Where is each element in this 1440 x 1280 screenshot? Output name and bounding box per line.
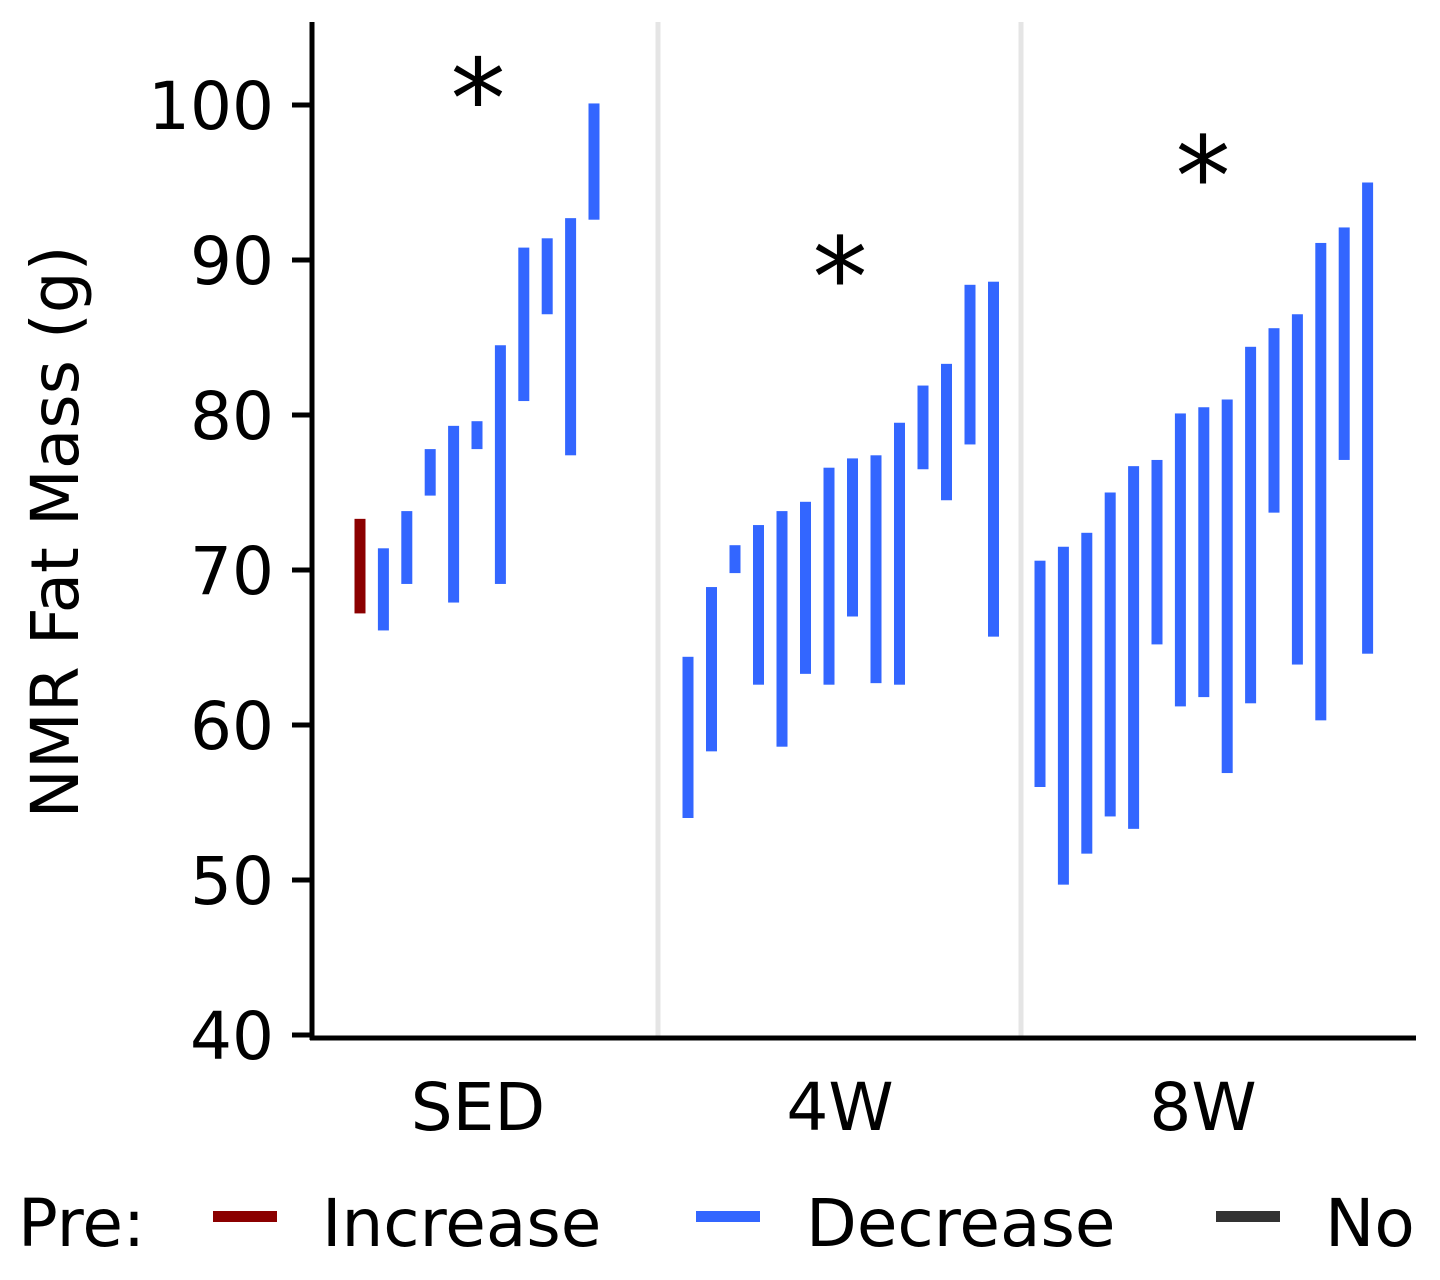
range-bar-4w-14 [988, 281, 999, 637]
y-tick-label: 90 [190, 223, 274, 300]
range-bar-sed-3 [401, 511, 413, 584]
y-tick-label: 80 [190, 378, 274, 455]
range-bar-4w-11 [917, 385, 929, 470]
range-bar-8w-5 [1128, 466, 1140, 829]
range-bar-8w-13 [1315, 242, 1327, 721]
legend: Pre: Increase Decrease No [18, 1185, 1415, 1262]
significance-markers: * * * [451, 36, 1231, 342]
range-bar-4w-12 [941, 363, 952, 501]
range-bar-4w-7 [823, 467, 835, 685]
range-bar-4w-2 [706, 587, 717, 752]
range-bar-4w-4 [753, 525, 764, 685]
x-category-label-8w: 8W [1149, 1069, 1256, 1146]
y-tick-label: 40 [190, 998, 274, 1075]
range-bar-8w-8 [1198, 407, 1210, 698]
axes [309, 22, 1416, 1041]
legend-key-decrease [696, 1211, 760, 1222]
y-axis-title: NMR Fat Mass (g) [17, 246, 94, 819]
legend-label-no: No [1325, 1185, 1415, 1262]
y-tick-label: 50 [190, 843, 274, 920]
range-bar-sed-4 [424, 449, 436, 496]
range-bar-sed-9 [541, 238, 553, 315]
range-bar-8w-15 [1362, 182, 1374, 654]
range-bar-8w-6 [1151, 459, 1163, 645]
range-bar-8w-11 [1268, 328, 1280, 513]
y-tick-label: 60 [190, 688, 274, 765]
x-category-label-sed: SED [411, 1069, 545, 1146]
range-bar-4w-13 [964, 284, 976, 445]
legend-label-decrease: Decrease [806, 1185, 1115, 1262]
range-bar-sed-5 [448, 425, 460, 603]
range-bar-sed-2 [377, 548, 389, 631]
significance-star-sed: * [451, 36, 506, 164]
range-bar-4w-5 [776, 511, 788, 747]
range-bar-8w-12 [1291, 314, 1303, 665]
range-bar-sed-1 [354, 518, 366, 614]
y-tick-label: 70 [190, 533, 274, 610]
range-bar-8w-7 [1174, 413, 1186, 707]
range-bar-4w-8 [847, 458, 858, 617]
range-bar-8w-4 [1104, 492, 1116, 817]
range-bar-4w-6 [800, 501, 811, 674]
range-bar-4w-9 [870, 455, 882, 684]
range-bar-sed-8 [518, 247, 530, 402]
range-bars [354, 103, 1374, 885]
significance-star-4w: * [813, 214, 868, 342]
legend-label-increase: Increase [322, 1185, 601, 1262]
legend-key-no [1216, 1211, 1280, 1222]
y-tick-label: 100 [148, 68, 274, 145]
range-bar-sed-7 [494, 345, 506, 584]
range-bar-4w-1 [682, 656, 694, 818]
range-bar-4w-3 [729, 545, 741, 574]
y-axis-ticks: 40 50 60 70 80 90 100 [148, 68, 312, 1075]
range-bar-8w-14 [1338, 227, 1350, 460]
legend-entries: Increase Decrease No [213, 1185, 1415, 1262]
range-bar-sed-10 [565, 218, 577, 456]
x-category-label-4w: 4W [786, 1069, 893, 1146]
range-bar-4w-10 [894, 422, 905, 685]
range-bar-8w-10 [1245, 346, 1257, 704]
range-bar-8w-9 [1221, 399, 1233, 774]
legend-key-increase [213, 1211, 277, 1222]
x-axis-category-labels: SED 4W 8W [411, 1069, 1257, 1146]
range-bar-sed-6 [471, 421, 483, 450]
range-bar-sed-11 [588, 103, 600, 220]
range-bar-8w-3 [1081, 532, 1093, 854]
range-bar-8w-1 [1034, 560, 1046, 787]
significance-star-8w: * [1176, 113, 1231, 241]
legend-title: Pre: [18, 1185, 145, 1262]
group-separators [655, 22, 1024, 1038]
range-bar-8w-2 [1057, 546, 1069, 885]
